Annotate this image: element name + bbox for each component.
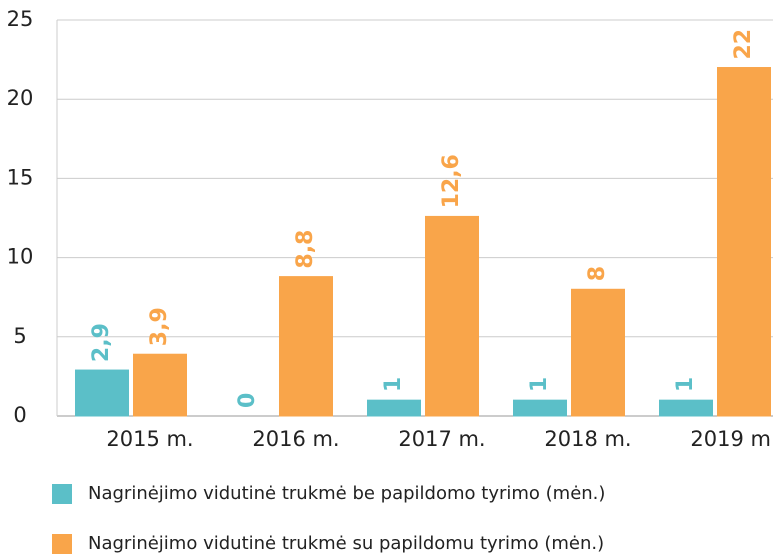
legend-swatch <box>52 534 72 554</box>
value-label: 12,6 <box>439 154 464 208</box>
x-tick-label: 2018 m. <box>544 427 631 451</box>
bar <box>279 276 333 417</box>
value-label: 22 <box>731 29 756 60</box>
y-tick-label: 15 <box>7 165 34 189</box>
value-label: 1 <box>673 377 698 392</box>
x-tick-label: 2015 m. <box>106 427 193 451</box>
value-label: 2,9 <box>89 323 114 362</box>
bar <box>717 67 771 417</box>
bar <box>571 288 625 417</box>
bar <box>513 399 567 417</box>
bar <box>425 215 479 417</box>
value-label: 8 <box>585 266 610 281</box>
y-tick-label: 0 <box>13 403 26 427</box>
y-tick-label: 10 <box>7 245 34 269</box>
value-label: 8,8 <box>293 230 318 269</box>
value-label: 0 <box>235 393 260 408</box>
bar <box>133 353 187 417</box>
y-tick-label: 25 <box>7 7 34 31</box>
legend-swatch <box>52 484 72 504</box>
bar <box>367 399 421 417</box>
x-tick-label: 2019 m. <box>690 427 773 451</box>
legend-label: Nagrinėjimo vidutinė trukmė su papildomu… <box>88 533 604 554</box>
value-label: 1 <box>527 377 552 392</box>
legend-label: Nagrinėjimo vidutinė trukmė be papildomo… <box>88 483 605 504</box>
y-tick-label: 20 <box>7 86 34 110</box>
value-label: 3,9 <box>147 307 172 346</box>
bar <box>75 369 129 417</box>
value-label: 1 <box>381 377 406 392</box>
y-tick-label: 5 <box>13 324 26 348</box>
bar <box>659 399 713 417</box>
x-tick-label: 2017 m. <box>398 427 485 451</box>
x-tick-label: 2016 m. <box>252 427 339 451</box>
